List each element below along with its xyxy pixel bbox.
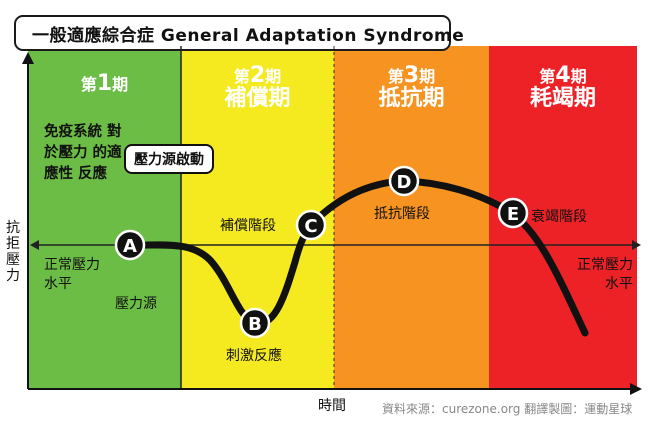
marker-b xyxy=(239,307,271,339)
phase-1-description: 免疫系統 對於壓力 的適應性 反應 xyxy=(44,124,122,182)
phase-3-name: 抵抗期 xyxy=(378,86,445,112)
phase-4-header: 第4期 耗竭期 xyxy=(529,63,596,112)
label-a-stressor: 壓力源 xyxy=(115,296,157,312)
diagram-title: 一般適應綜合症 General Adaptation Syndrome xyxy=(14,15,464,51)
marker-c xyxy=(295,209,327,241)
phase-4-name: 耗竭期 xyxy=(529,86,596,112)
marker-a-letter: A xyxy=(123,236,137,257)
label-b-stimulus-response: 刺激反應 xyxy=(226,348,282,364)
label-e-exhaustion: 衰竭階段 xyxy=(531,209,587,225)
marker-e-letter: E xyxy=(507,204,519,225)
baseline-label-left: 正常壓力 水平 xyxy=(44,257,100,292)
phase-3-panel: 第3期 抵抗期 xyxy=(334,46,489,389)
y-axis-arrow xyxy=(22,52,34,64)
baseline-arrow-left xyxy=(30,240,39,250)
x-axis-label: 時間 xyxy=(318,398,346,414)
phase-2-name: 補償期 xyxy=(224,86,291,112)
marker-d-letter: D xyxy=(397,172,412,193)
phase-1-panel: 第1期 xyxy=(28,46,181,389)
marker-b-letter: B xyxy=(248,314,262,335)
phase-3-header: 第3期 抵抗期 xyxy=(378,63,445,112)
label-c-compensation: 補償階段 xyxy=(220,218,276,234)
phase-1-header: 第1期 xyxy=(80,71,129,96)
phase-2-header: 第2期 補償期 xyxy=(224,63,291,112)
x-axis-arrow xyxy=(630,383,642,395)
marker-c-letter: C xyxy=(304,216,317,237)
marker-e xyxy=(497,197,529,229)
label-d-resistance: 抵抗階段 xyxy=(374,206,430,222)
baseline-arrow-right xyxy=(632,240,641,250)
baseline-label-right: 正常壓力 水平 xyxy=(577,257,633,292)
marker-d xyxy=(388,165,420,197)
source-credit: 資料來源：curezone.org 翻譯製圖：運動星球 xyxy=(382,402,633,416)
stressor-trigger-label: 壓力源啟動 xyxy=(124,144,214,174)
marker-a xyxy=(114,229,146,261)
y-axis-label: 抗拒壓力 xyxy=(6,220,20,284)
